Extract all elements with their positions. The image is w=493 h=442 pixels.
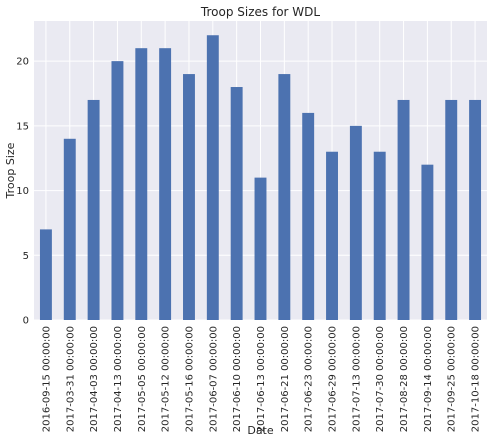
y-axis-label: Troop Size [4, 142, 17, 199]
bar [469, 99, 482, 320]
y-tick-label: 15 [16, 121, 29, 132]
x-tick-label: 2017-04-13 00:00:00 [113, 326, 124, 432]
x-tick-label: 2017-06-29 00:00:00 [328, 326, 339, 432]
bar [302, 112, 315, 320]
x-tick-label: 2017-08-28 00:00:00 [399, 326, 410, 432]
bar [39, 229, 52, 320]
x-tick-label: 2017-03-31 00:00:00 [65, 326, 76, 432]
x-tick-label: 2017-04-03 00:00:00 [89, 326, 100, 432]
bar [397, 99, 410, 320]
bar [230, 87, 243, 320]
bars [39, 35, 482, 321]
x-tick-label: 2017-06-23 00:00:00 [304, 326, 315, 432]
chart-title: Troop Sizes for WDL [200, 5, 320, 19]
bar [421, 164, 434, 320]
y-tick-label: 10 [16, 186, 29, 197]
x-tick-labels: 2016-09-15 00:00:00 2017-03-31 00:00:00 20… [41, 326, 481, 432]
bar [349, 125, 362, 321]
x-tick-label: 2017-05-05 00:00:00 [137, 326, 148, 432]
x-tick-label: 2017-05-16 00:00:00 [184, 326, 195, 432]
bar [206, 35, 219, 320]
bar [326, 151, 338, 320]
bar [373, 151, 386, 320]
bar [135, 48, 148, 320]
y-tick-label: 5 [23, 251, 29, 262]
x-tick-label: 2017-05-12 00:00:00 [161, 326, 172, 432]
bar [445, 99, 458, 320]
x-tick-label: 2017-09-25 00:00:00 [447, 326, 458, 432]
x-tick-label: 2017-09-14 00:00:00 [423, 326, 434, 432]
x-tick-label: 2017-06-07 00:00:00 [208, 326, 219, 432]
bar [278, 74, 291, 320]
bar [111, 61, 124, 320]
x-axis-label: Date [247, 424, 274, 437]
x-tick-label: 2017-07-13 00:00:00 [351, 326, 362, 432]
y-tick-label: 20 [16, 57, 29, 68]
x-tick-label: 2017-06-10 00:00:00 [232, 326, 243, 432]
x-tick-label: 2017-10-18 00:00:00 [471, 326, 482, 432]
bar [63, 138, 76, 320]
bar [254, 177, 267, 320]
bar [183, 74, 195, 320]
y-tick-labels: 0 5 10 15 20 [16, 57, 29, 327]
bar [159, 48, 172, 320]
x-tick-label: 2017-07-30 00:00:00 [375, 326, 386, 432]
x-tick-label: 2016-09-15 00:00:00 [41, 326, 52, 432]
x-tick-label: 2017-06-13 00:00:00 [256, 326, 267, 432]
y-tick-label: 0 [23, 316, 29, 327]
bar [87, 99, 100, 320]
x-tick-label: 2017-06-21 00:00:00 [280, 326, 291, 432]
